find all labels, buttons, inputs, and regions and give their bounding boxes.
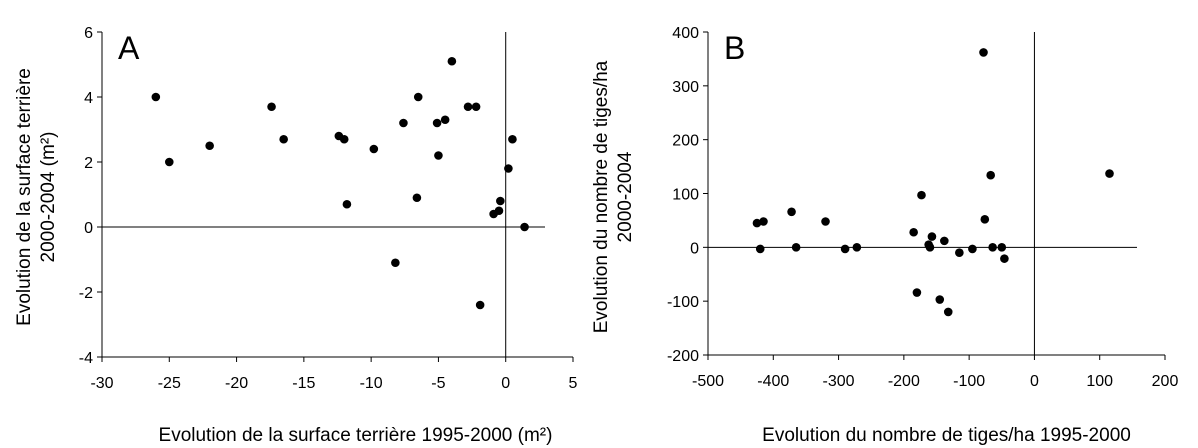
panel-b-y-axis-title-line: 2000-2004: [615, 151, 636, 242]
panel-b-y-axis-title-line: Evolution du nombre de tiges/ha: [591, 60, 612, 333]
panel-a-y-tick-label: -4: [79, 350, 93, 367]
panel-a-x-tick-label: -30: [90, 375, 113, 392]
panel-b-data-point: [852, 243, 862, 252]
panel-a-y-tick-label: 6: [84, 25, 93, 42]
panel-b-x-tick-label: -200: [888, 373, 920, 390]
panel-b-x-tick-label: -100: [953, 373, 985, 390]
panel-b-x-tick-label: -300: [823, 373, 855, 390]
panel-b-y-tick-label: -200: [667, 348, 699, 365]
panel-a-x-tick-label: 5: [569, 375, 578, 392]
panel-b-data-point: [909, 227, 918, 237]
panel-a-x-axis-title: Evolution de la surface terrière 1995-20…: [159, 425, 553, 446]
panel-b-data-point: [752, 218, 762, 228]
panel-a-data-point: [440, 115, 450, 125]
panel-a-x-tick-label: -15: [292, 375, 315, 392]
panel-b-x-tick-label: -500: [692, 373, 724, 390]
panel-a-data-point: [412, 193, 422, 203]
panel-a-data-point: [471, 102, 481, 112]
panel-a-data-point: [267, 102, 276, 112]
panel-a-data-point: [496, 196, 505, 206]
panel-a-y-axis-title-line: Evolution de la surface terrière: [14, 68, 35, 326]
panel-b-data-point: [755, 244, 765, 254]
panel-a-data-point: [151, 92, 161, 102]
panel-b-data-point: [988, 243, 997, 252]
panel-b-y-tick-label: 300: [672, 79, 699, 96]
panel-b-panel-letter: B: [724, 30, 745, 66]
panel-b-data-point: [917, 190, 926, 200]
panel-a-data-point: [475, 300, 485, 310]
panel-a-x-tick-label: -5: [431, 375, 445, 392]
panel-a-panel-letter: A: [118, 30, 140, 66]
panel-b-data-point: [925, 243, 935, 252]
panel-b-data-point: [980, 215, 990, 224]
panel-b-x-axis-title: Evolution du nombre de tiges/ha 1995-200…: [762, 425, 1131, 446]
panel-b-data-point: [927, 232, 937, 241]
panel-a-data-point: [342, 199, 352, 209]
panel-b-x-tick-label: 100: [1086, 373, 1113, 390]
panel-b-data-point: [912, 288, 922, 297]
panel-a-x-tick-label: -20: [225, 375, 248, 392]
panel-a-data-point: [520, 222, 529, 232]
panel-b-data-point: [1105, 169, 1114, 178]
panel-b-data-point: [979, 48, 988, 57]
panel-a-x-tick-label: -10: [360, 375, 383, 392]
panel-b-y-tick-label: -100: [667, 294, 699, 311]
panel-b-data-point: [791, 243, 801, 252]
panel-a-data-point: [494, 206, 504, 216]
panel-b-data-point: [1000, 254, 1009, 263]
panel-b-x-tick-label: 0: [1030, 373, 1039, 390]
panel-b-data-point: [759, 217, 768, 226]
panel-b-x-tick-label: 200: [1152, 373, 1179, 390]
panel-a-y-tick-label: 4: [84, 90, 93, 107]
panel-b-data-point: [997, 243, 1007, 252]
panel-a-x-tick-label: -25: [158, 375, 181, 392]
panel-a-data-point: [504, 164, 513, 173]
panel-a-x-tick-label: 0: [501, 375, 510, 392]
panel-a-data-point: [164, 157, 174, 167]
panel-b-data-point: [840, 244, 850, 254]
panel-b-data-point: [955, 248, 964, 258]
panel-a-y-tick-label: -2: [79, 285, 93, 302]
panel-a-data-point: [434, 151, 443, 160]
panel-b-chart: -200 -100 0 100 200 300 400 -500 -400 -300 -200 -10…: [591, 25, 1178, 446]
panel-a-data-point: [508, 134, 517, 144]
panel-b-data-point: [935, 295, 945, 304]
panel-a-data-point: [391, 258, 400, 268]
panel-b-y-tick-label: 0: [690, 240, 699, 257]
panel-b-data-point: [986, 170, 995, 180]
panel-b-y-tick-label: 400: [672, 25, 699, 42]
panel-b-y-tick-label: 100: [672, 187, 699, 204]
panel-a-data-point: [447, 56, 457, 66]
panel-b-data-point: [940, 236, 949, 246]
panel-b-x-tick-label: -400: [757, 373, 789, 390]
panel-b-data-point: [787, 207, 796, 217]
panel-a-data-point: [463, 102, 473, 112]
panel-b-y-tick-label: 200: [672, 133, 699, 150]
panel-b-data-point: [968, 244, 977, 254]
panel-a-data-point: [432, 118, 442, 128]
panel-a-y-tick-label: 2: [84, 155, 93, 172]
panel-a-data-point: [205, 141, 214, 151]
panel-a-data-point: [369, 144, 379, 154]
panel-b-data-point: [821, 217, 830, 226]
panel-a-y-axis-title-line: 2000-2004 (m²): [38, 132, 59, 263]
panel-a-y-tick-label: 0: [84, 220, 93, 237]
panel-b-data-point: [943, 307, 953, 317]
panel-a-data-point: [279, 134, 288, 144]
panel-a-data-point: [413, 92, 423, 102]
panel-a-data-point: [399, 118, 408, 128]
panel-a-data-point: [339, 134, 349, 144]
